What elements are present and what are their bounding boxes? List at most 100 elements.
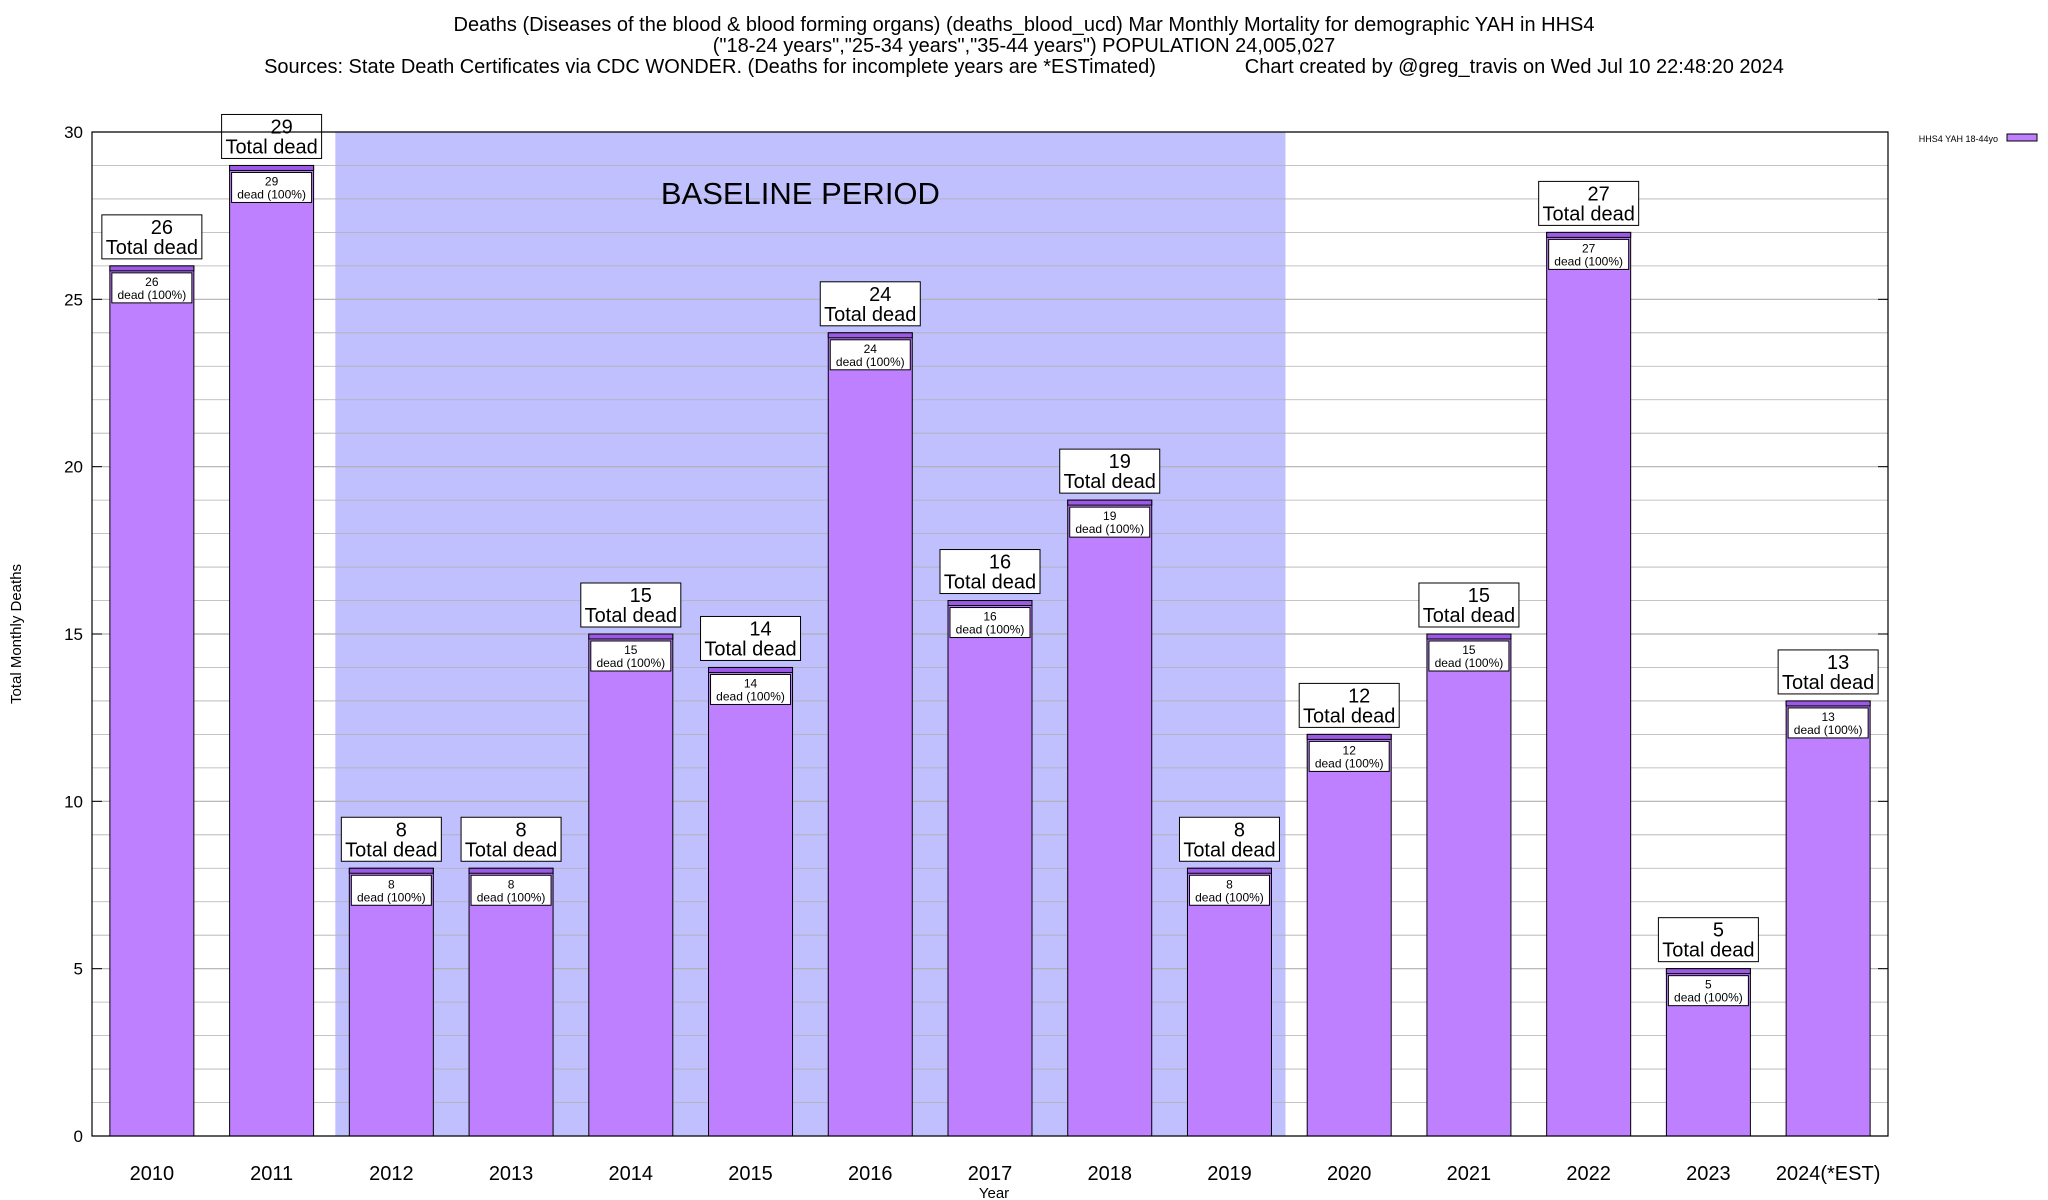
x-tick-label: 2010: [130, 1163, 175, 1185]
legend-label: HHS4 YAH 18-44yo: [1919, 134, 1998, 144]
y-tick-label: 10: [64, 792, 83, 811]
x-tick-label: 2013: [489, 1163, 534, 1185]
inner-label-value: 13: [1821, 710, 1835, 724]
total-label-text: Total dead: [1423, 605, 1515, 627]
inner-label-box: [470, 874, 552, 906]
inner-label-box: [350, 874, 432, 906]
inner-label-box: [1308, 740, 1390, 772]
inner-label-text: dead (100%): [1195, 890, 1264, 904]
inner-label-value: 14: [744, 676, 758, 690]
total-label-value: 26: [151, 217, 173, 239]
x-tick-label: 2017: [968, 1163, 1013, 1185]
x-tick-label: 2023: [1686, 1163, 1731, 1185]
bar-cap: [109, 265, 195, 272]
total-label-box: [460, 816, 562, 862]
inner-label-text: dead (100%): [716, 689, 785, 703]
x-tick-label: 2020: [1327, 1163, 1372, 1185]
inner-label-box: [111, 272, 193, 304]
total-label-box: [819, 281, 921, 327]
bar: [1426, 633, 1512, 1137]
y-tick-label: 25: [64, 290, 83, 309]
inner-label-text: dead (100%): [836, 355, 905, 369]
bar-cap: [229, 164, 315, 171]
total-label-text: Total dead: [824, 304, 916, 326]
total-label-text: Total dead: [345, 839, 437, 861]
baseline-label: BASELINE PERIOD: [661, 176, 940, 211]
total-label-text: Total dead: [1782, 672, 1874, 694]
total-label-text: Total dead: [1543, 203, 1635, 225]
total-label-box: [1418, 582, 1520, 628]
inner-label-text: dead (100%): [118, 288, 187, 302]
x-tick-label: 2019: [1207, 1163, 1252, 1185]
chart-title-line-2: ("18-24 years","25-34 years","35-44 year…: [712, 35, 1336, 57]
bar: [1186, 867, 1272, 1137]
total-label-value: 12: [1348, 685, 1370, 707]
inner-label-value: 16: [983, 610, 997, 624]
inner-label-value: 15: [624, 643, 638, 657]
total-label-text: Total dead: [106, 237, 198, 259]
x-tick-label: 2016: [848, 1163, 893, 1185]
bar: [827, 332, 913, 1137]
total-label-text: Total dead: [1064, 471, 1156, 493]
total-label-text: Total dead: [1183, 839, 1275, 861]
total-label-box: [700, 615, 802, 661]
inner-label-value: 19: [1103, 509, 1117, 523]
total-label-box: [580, 582, 682, 628]
bar: [1306, 733, 1392, 1137]
bar: [1785, 700, 1871, 1137]
total-label-text: Total dead: [944, 572, 1036, 594]
bar: [947, 600, 1033, 1137]
inner-label-text: dead (100%): [477, 890, 546, 904]
inner-label-box: [1667, 975, 1749, 1007]
inner-label-text: dead (100%): [596, 656, 665, 670]
inner-label-text: dead (100%): [1674, 991, 1743, 1005]
bar-cap: [1067, 499, 1153, 506]
total-label-value: 16: [989, 552, 1011, 574]
inner-label-value: 29: [265, 174, 279, 188]
y-tick-label: 30: [64, 123, 83, 142]
total-label-box: [1298, 682, 1400, 728]
inner-label-box: [1787, 707, 1869, 739]
legend-swatch: [2006, 133, 2038, 142]
bar: [348, 867, 434, 1137]
total-label-value: 19: [1109, 451, 1131, 473]
x-tick-label: 2021: [1447, 1163, 1492, 1185]
inner-label-text: dead (100%): [1435, 656, 1504, 670]
inner-label-text: dead (100%): [1315, 756, 1384, 770]
bar-cap: [468, 867, 554, 874]
inner-label-box: [949, 607, 1031, 639]
total-label-value: 5: [1713, 920, 1724, 942]
bar: [468, 867, 554, 1137]
total-label-value: 14: [749, 618, 771, 640]
total-label-text: Total dead: [1303, 705, 1395, 727]
total-label-text: Total dead: [465, 839, 557, 861]
total-label-box: [340, 816, 442, 862]
bar-cap: [708, 666, 794, 673]
total-label-value: 8: [516, 819, 527, 841]
y-tick-label: 0: [74, 1127, 83, 1146]
total-label-value: 13: [1827, 652, 1849, 674]
x-tick-label: 2012: [369, 1163, 414, 1185]
inner-label-box: [231, 171, 313, 203]
total-label-box: [1657, 917, 1759, 963]
inner-label-text: dead (100%): [1075, 522, 1144, 536]
inner-label-box: [1188, 874, 1270, 906]
x-tick-label: 2022: [1566, 1163, 1611, 1185]
inner-label-box: [1069, 506, 1151, 538]
total-label-value: 29: [270, 116, 292, 138]
total-label-text: Total dead: [704, 638, 796, 660]
inner-label-value: 8: [388, 877, 395, 891]
inner-label-text: dead (100%): [357, 890, 426, 904]
bar: [588, 633, 674, 1137]
inner-label-value: 15: [1462, 643, 1476, 657]
x-tick-label: 2024(*EST): [1776, 1163, 1881, 1185]
total-label-box: [1178, 816, 1280, 862]
inner-label-box: [829, 339, 911, 371]
inner-label-value: 5: [1705, 978, 1712, 992]
chart-title-line-3: Sources: State Death Certificates via CD…: [264, 56, 1784, 78]
bar: [1546, 231, 1632, 1137]
bar: [109, 265, 195, 1137]
x-tick-label: 2015: [728, 1163, 773, 1185]
bar-cap: [827, 332, 913, 339]
